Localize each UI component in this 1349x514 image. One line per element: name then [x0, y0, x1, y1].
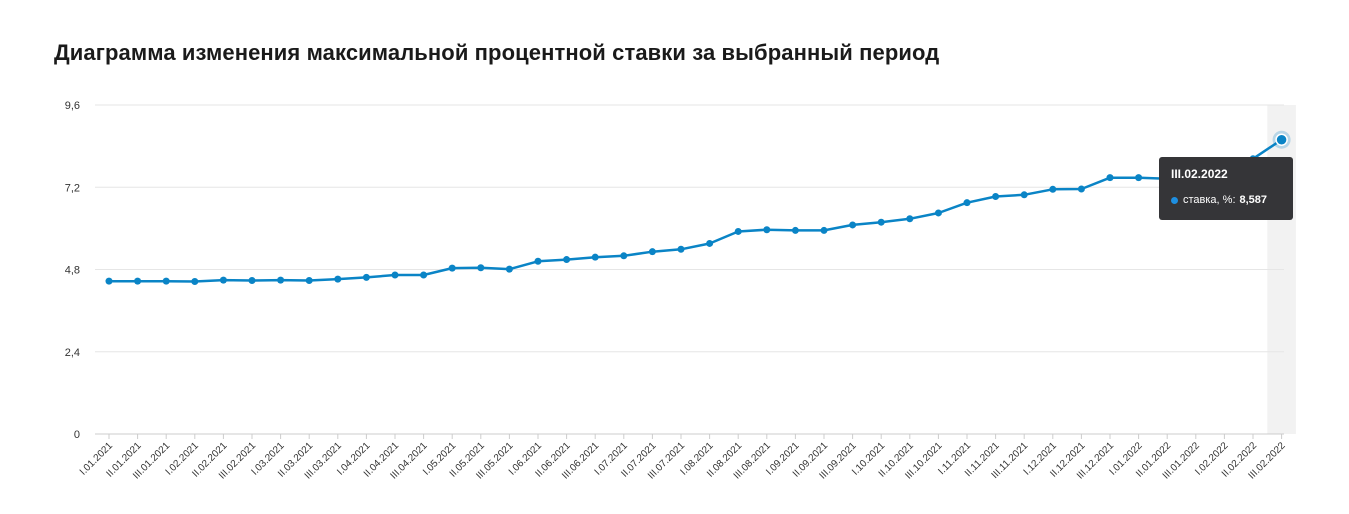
data-point[interactable] [448, 264, 456, 272]
y-tick-label: 9,6 [65, 100, 80, 112]
data-point[interactable] [906, 215, 914, 223]
tooltip: III.02.2022 ставка, %: 8,587 [1159, 157, 1293, 220]
data-point[interactable] [934, 209, 942, 217]
data-point[interactable] [505, 265, 513, 273]
tooltip-series-label: ставка, %: [1183, 194, 1236, 206]
data-point[interactable] [477, 264, 485, 272]
data-point[interactable] [248, 276, 256, 284]
data-point[interactable] [391, 271, 399, 279]
data-point[interactable] [162, 277, 170, 285]
data-point[interactable] [105, 277, 113, 285]
tooltip-period: III.02.2022 [1171, 167, 1228, 181]
data-point[interactable] [305, 276, 313, 284]
data-point[interactable] [591, 253, 599, 261]
data-point[interactable] [1020, 191, 1028, 199]
data-point[interactable] [820, 226, 828, 234]
data-point[interactable] [734, 227, 742, 235]
y-tick-label: 2,4 [65, 347, 80, 359]
data-points[interactable] [105, 130, 1291, 285]
chart-title: Диаграмма изменения максимальной процент… [54, 40, 940, 65]
x-axis: I.01.2021II.01.2021III.01.2021I.02.2021I… [78, 434, 1288, 482]
data-point[interactable] [1049, 185, 1057, 193]
data-point[interactable] [706, 239, 714, 247]
data-point-active[interactable] [1275, 133, 1288, 146]
data-point[interactable] [134, 277, 142, 285]
y-axis: 0 2,4 4,8 7,2 9,6 [65, 100, 80, 441]
data-point[interactable] [963, 199, 971, 207]
data-point[interactable] [849, 221, 857, 229]
tooltip-row: ставка, %: 8,587 [1171, 194, 1281, 206]
data-point[interactable] [648, 248, 656, 256]
tooltip-value: 8,587 [1239, 194, 1268, 206]
data-point[interactable] [191, 277, 199, 285]
data-point[interactable] [677, 245, 685, 253]
grid-lines [95, 104, 1284, 435]
y-tick-label: 7,2 [65, 182, 80, 194]
data-point[interactable] [877, 218, 885, 226]
data-point[interactable] [1077, 185, 1085, 193]
data-point[interactable] [563, 256, 571, 264]
data-point[interactable] [791, 226, 799, 234]
data-point[interactable] [763, 226, 771, 234]
data-point[interactable] [277, 276, 285, 284]
data-point[interactable] [219, 276, 227, 284]
y-tick-label: 0 [74, 429, 80, 441]
data-point[interactable] [992, 193, 1000, 201]
data-point[interactable] [534, 257, 542, 265]
data-point[interactable] [1135, 174, 1143, 182]
data-point[interactable] [334, 275, 342, 283]
series-line [109, 138, 1283, 283]
data-point[interactable] [1106, 174, 1114, 182]
data-point[interactable] [362, 273, 370, 281]
y-tick-label: 4,8 [65, 265, 80, 277]
tooltip-series-dot-icon [1171, 196, 1178, 204]
data-point[interactable] [420, 271, 428, 279]
data-point[interactable] [620, 252, 628, 260]
